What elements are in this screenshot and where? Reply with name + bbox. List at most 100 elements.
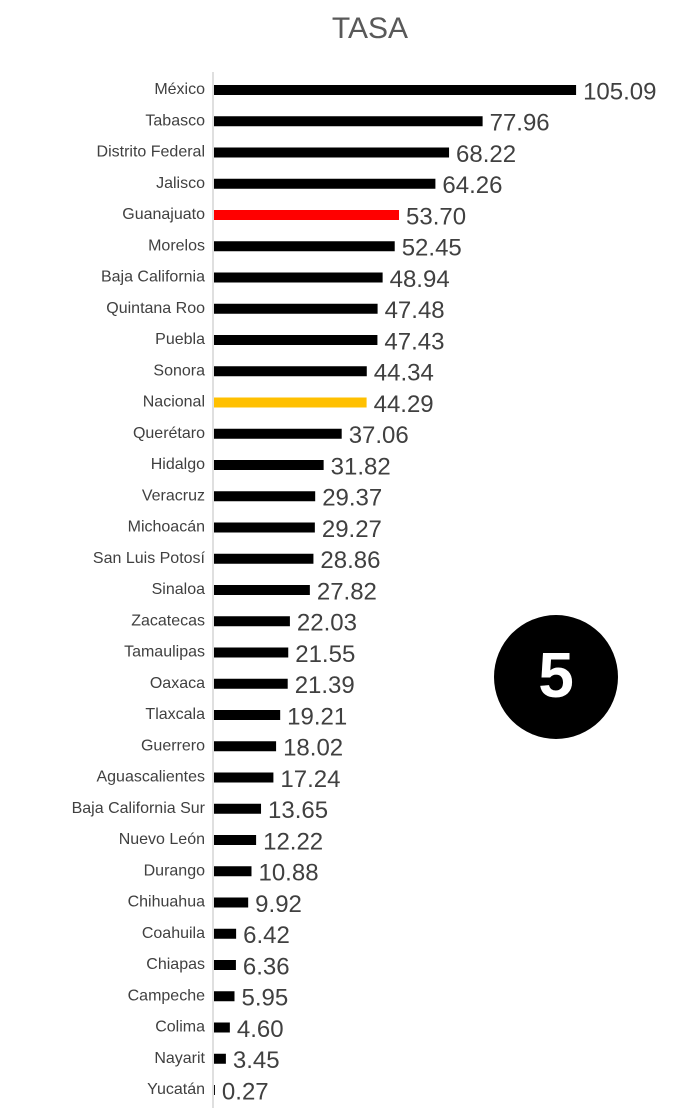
value-label: 48.94 <box>390 266 450 293</box>
category-label: Chihuahua <box>128 894 206 911</box>
bar <box>214 897 249 908</box>
bar <box>214 116 483 127</box>
category-label: Oaxaca <box>150 675 205 692</box>
category-label: Nayarit <box>154 1050 205 1067</box>
category-label: Durango <box>144 862 205 879</box>
value-label: 29.37 <box>322 485 382 512</box>
category-label: México <box>154 81 205 98</box>
bar <box>214 303 378 314</box>
bar <box>214 866 252 877</box>
bar <box>214 803 262 814</box>
category-label: Sonora <box>153 362 205 379</box>
bar <box>214 553 314 564</box>
category-label: Baja California <box>101 269 205 286</box>
bar <box>214 397 367 408</box>
value-label: 4.60 <box>237 1016 284 1043</box>
bar <box>214 960 236 970</box>
value-label: 5.95 <box>242 985 289 1012</box>
value-label: 12.22 <box>263 828 323 855</box>
bar <box>214 741 277 752</box>
value-label: 68.22 <box>456 141 516 168</box>
category-label: Guanajuato <box>122 206 205 223</box>
value-label: 29.27 <box>322 516 382 543</box>
category-label: Morelos <box>148 237 205 254</box>
value-label: 13.65 <box>268 797 328 824</box>
category-label: Hidalgo <box>151 456 205 473</box>
category-label: Zacatecas <box>131 612 205 629</box>
category-label: Distrito Federal <box>97 144 205 161</box>
bar <box>214 710 281 720</box>
category-label: San Luis Potosí <box>93 550 206 567</box>
value-label: 27.82 <box>317 578 377 605</box>
category-label: Chiapas <box>146 956 205 973</box>
category-label: Tabasco <box>145 112 205 129</box>
value-label: 22.03 <box>297 610 357 637</box>
value-label: 28.86 <box>320 547 380 574</box>
bar <box>214 147 450 158</box>
bar <box>214 522 315 533</box>
bar <box>214 210 400 220</box>
bar <box>214 991 235 1002</box>
category-label: Coahuila <box>142 925 205 942</box>
bar <box>214 428 342 439</box>
value-label: 18.02 <box>283 735 343 762</box>
bar <box>214 241 395 252</box>
value-label: 64.26 <box>442 172 502 199</box>
category-label: Querétaro <box>133 425 205 442</box>
category-label: Jalisco <box>156 175 205 192</box>
category-label: Tlaxcala <box>145 706 205 723</box>
value-label: 0.27 <box>222 1078 269 1105</box>
bar <box>214 616 290 627</box>
badge-circle <box>494 615 618 739</box>
category-label: Michoacán <box>128 519 205 536</box>
bar <box>214 85 577 95</box>
bar <box>214 335 378 345</box>
value-label: 9.92 <box>255 891 302 918</box>
bar <box>214 460 324 470</box>
value-label: 6.42 <box>243 922 290 949</box>
value-label: 44.34 <box>374 360 434 387</box>
bar <box>214 678 288 689</box>
value-label: 21.39 <box>295 672 355 699</box>
bar <box>214 647 289 658</box>
category-label: Sinaloa <box>152 581 205 598</box>
category-label: Veracruz <box>142 487 205 504</box>
value-label: 105.09 <box>583 78 656 105</box>
category-label: Nuevo León <box>119 831 205 848</box>
bar <box>214 366 367 377</box>
category-label: Quintana Roo <box>106 300 205 317</box>
category-label: Puebla <box>155 331 205 348</box>
bar <box>214 491 316 502</box>
value-label: 3.45 <box>233 1047 280 1074</box>
category-label: Campeche <box>128 987 205 1004</box>
category-label: Yucatán <box>147 1081 205 1098</box>
value-label: 47.43 <box>384 328 444 355</box>
category-label: Aguascalientes <box>96 769 205 786</box>
category-label: Guerrero <box>141 737 205 754</box>
value-label: 47.48 <box>385 297 445 324</box>
value-label: 10.88 <box>258 860 318 887</box>
value-label: 53.70 <box>406 203 466 230</box>
bar <box>214 928 237 939</box>
bar <box>214 772 274 783</box>
bar <box>214 585 310 595</box>
value-label: 19.21 <box>287 703 347 730</box>
category-label: Nacional <box>143 394 205 411</box>
value-label: 17.24 <box>280 766 340 793</box>
badge-text: 5 <box>538 639 574 711</box>
value-label: 21.55 <box>295 641 355 668</box>
bar <box>214 272 383 283</box>
value-label: 44.29 <box>374 391 434 418</box>
bar <box>214 1085 215 1095</box>
bar <box>214 1053 226 1064</box>
bar <box>214 178 436 189</box>
value-label: 52.45 <box>402 235 462 262</box>
value-label: 37.06 <box>349 422 409 449</box>
value-label: 31.82 <box>331 453 391 480</box>
category-label: Colima <box>155 1019 205 1036</box>
bar <box>214 835 257 845</box>
chart-title: TASA <box>332 12 408 45</box>
category-label: Baja California Sur <box>72 800 206 817</box>
category-label: Tamaulipas <box>124 644 205 661</box>
